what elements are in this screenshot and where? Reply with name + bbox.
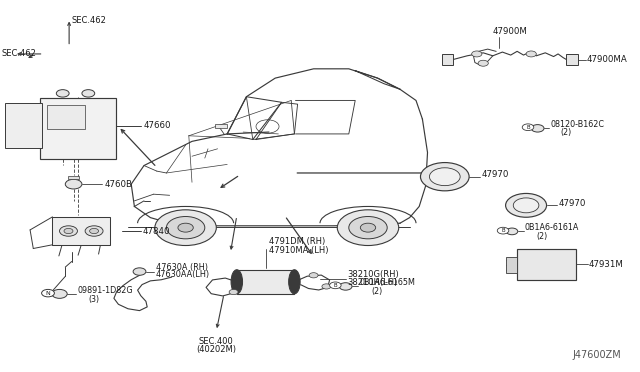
Bar [40, 98, 116, 159]
Bar [215, 124, 227, 128]
Circle shape [330, 282, 341, 289]
Bar [47, 105, 85, 129]
Text: 47660: 47660 [143, 121, 171, 130]
Circle shape [133, 268, 146, 275]
Circle shape [309, 273, 318, 278]
Circle shape [497, 227, 509, 234]
Text: 47931M: 47931M [589, 260, 623, 269]
Ellipse shape [289, 270, 300, 294]
Circle shape [60, 226, 77, 236]
Bar [68, 176, 79, 179]
Text: 09891-1D82G: 09891-1D82G [77, 286, 133, 295]
Text: 38210H(LH): 38210H(LH) [347, 278, 397, 287]
Text: 47970: 47970 [558, 199, 586, 208]
Bar [517, 249, 576, 280]
Circle shape [478, 60, 488, 66]
Circle shape [52, 289, 67, 298]
Text: SEC.462: SEC.462 [1, 49, 36, 58]
Text: 47630AA(LH): 47630AA(LH) [156, 270, 210, 279]
Circle shape [178, 223, 193, 232]
Bar [52, 217, 110, 245]
Bar [5, 103, 42, 148]
Text: (40202M): (40202M) [196, 345, 236, 354]
Text: B: B [526, 125, 530, 130]
Circle shape [513, 198, 539, 213]
Text: (2): (2) [560, 128, 572, 137]
Text: B: B [501, 228, 505, 233]
Bar [442, 54, 453, 65]
Circle shape [155, 210, 216, 246]
Circle shape [349, 217, 387, 239]
Circle shape [64, 228, 73, 234]
Text: (2): (2) [536, 232, 548, 241]
Text: 47910MA (LH): 47910MA (LH) [269, 246, 328, 255]
Text: N: N [45, 291, 51, 296]
Circle shape [337, 210, 399, 246]
Circle shape [429, 168, 460, 186]
Circle shape [166, 217, 205, 239]
Circle shape [82, 90, 95, 97]
Circle shape [506, 193, 547, 217]
Text: 08120-B162C: 08120-B162C [550, 120, 604, 129]
Text: (3): (3) [88, 295, 99, 304]
Text: 47900MA: 47900MA [587, 55, 628, 64]
Text: SEC.400: SEC.400 [199, 337, 234, 346]
Circle shape [65, 179, 82, 189]
Text: 47630A (RH): 47630A (RH) [156, 263, 207, 272]
Text: 47970: 47970 [482, 170, 509, 179]
Circle shape [42, 289, 54, 297]
Circle shape [56, 90, 69, 97]
Circle shape [322, 284, 331, 289]
Circle shape [526, 51, 536, 57]
Text: J47600ZM: J47600ZM [572, 350, 621, 360]
Text: 47900M: 47900M [493, 27, 527, 36]
Text: 0B1A6-6161A: 0B1A6-6161A [525, 223, 579, 232]
Circle shape [531, 125, 544, 132]
Text: 38210G(RH): 38210G(RH) [347, 270, 399, 279]
Bar [506, 257, 517, 273]
Text: (2): (2) [371, 287, 383, 296]
Bar [566, 54, 578, 65]
Circle shape [339, 283, 352, 290]
Circle shape [472, 51, 482, 57]
Text: SEC.462: SEC.462 [72, 16, 106, 25]
Circle shape [85, 226, 103, 236]
Circle shape [229, 289, 238, 295]
Text: 47840: 47840 [143, 227, 170, 235]
Circle shape [420, 163, 469, 191]
Bar [237, 270, 294, 294]
Text: 0B1A6-6165M: 0B1A6-6165M [360, 278, 415, 287]
Text: 4791DM (RH): 4791DM (RH) [269, 237, 325, 246]
Text: B: B [333, 283, 337, 288]
Circle shape [90, 228, 99, 234]
Circle shape [522, 124, 534, 131]
Circle shape [360, 223, 376, 232]
Circle shape [506, 228, 518, 235]
Ellipse shape [231, 270, 243, 294]
Text: 4760B: 4760B [104, 180, 132, 189]
